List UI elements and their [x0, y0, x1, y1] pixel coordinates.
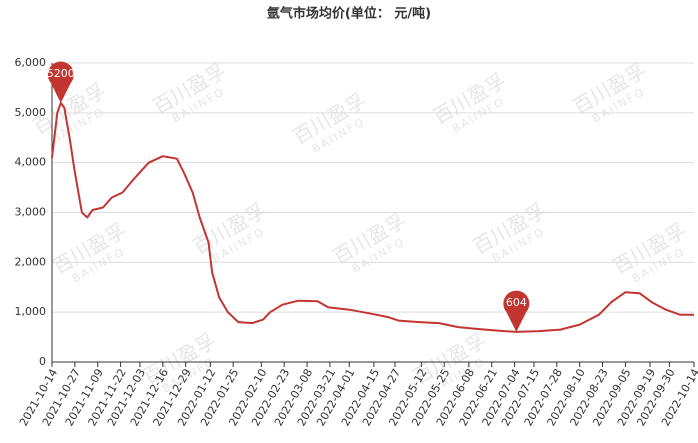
y-tick-label: 4,000 [15, 156, 47, 169]
y-tick-label: 0 [39, 355, 46, 368]
chart-title: 氩气市场均价(单位： 元/吨) [267, 6, 431, 22]
mark-label: 604 [506, 296, 527, 309]
y-tick-label: 6,000 [15, 56, 47, 69]
y-tick-label: 5,000 [15, 106, 47, 119]
mark-label: 5200 [47, 67, 75, 80]
data-line [51, 101, 694, 333]
mark-pin [503, 290, 530, 332]
mark-pin [47, 61, 74, 103]
y-tick-label: 3,000 [15, 206, 47, 219]
y-tick-label: 1,000 [15, 305, 47, 318]
y-tick-label: 2,000 [15, 255, 47, 268]
